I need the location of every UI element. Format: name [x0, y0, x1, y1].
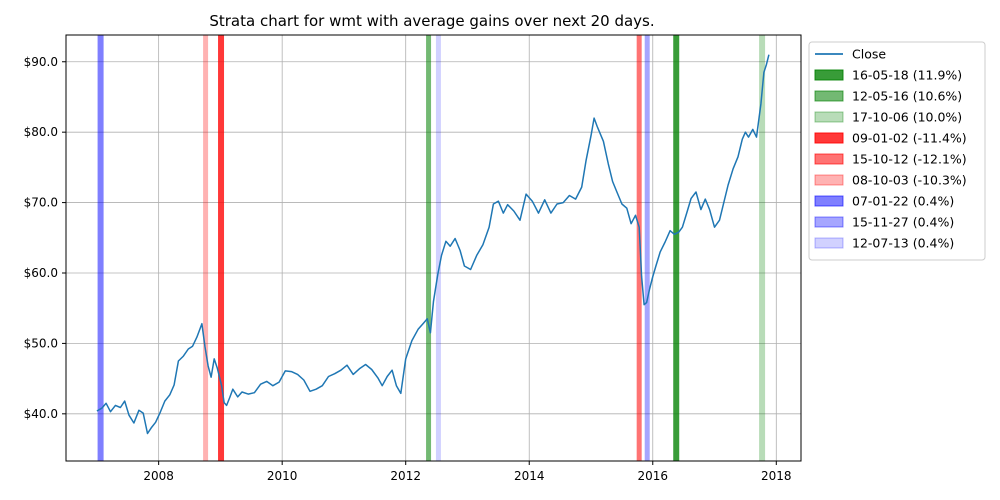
legend-label: Close [852, 47, 886, 62]
legend-label: 17-10-06 (10.0%) [852, 110, 962, 125]
x-tick-label: 2018 [761, 469, 792, 483]
chart-title: Strata chart for wmt with average gains … [209, 12, 654, 30]
y-tick-label: $50.0 [24, 336, 58, 350]
axes: 2008 2010 2012 2014 2016 2018 $40.0 $50.0 $60.0 $… [24, 34, 802, 483]
legend-label: 12-05-16 (10.6%) [852, 89, 962, 104]
strata-band [218, 35, 225, 461]
legend-label: 15-11-27 (0.4%) [852, 215, 954, 230]
x-tick-label: 2008 [143, 469, 174, 483]
legend-label: 16-05-18 (11.9%) [852, 68, 962, 83]
x-tick-label: 2012 [390, 469, 421, 483]
strata-band [97, 35, 104, 461]
strata-band [435, 35, 441, 461]
strata-band [644, 35, 650, 461]
strata-band [759, 35, 766, 461]
y-tick-label: $70.0 [24, 196, 58, 210]
y-tick-label: $60.0 [24, 266, 58, 280]
legend-label: 07-01-22 (0.4%) [852, 194, 954, 209]
legend-patch-swatch [814, 237, 844, 249]
strata-band [636, 35, 642, 461]
strata-band [426, 35, 432, 461]
legend-patch-swatch [814, 90, 844, 102]
plot-frame [65, 34, 802, 462]
legend-patch-swatch [814, 174, 844, 186]
legend-patch-swatch [814, 111, 844, 123]
y-tick-label: $40.0 [24, 407, 58, 421]
x-tick-label: 2014 [514, 469, 545, 483]
legend-patch-swatch [814, 153, 844, 165]
legend-label: 12-07-13 (0.4%) [852, 236, 954, 251]
y-tick-label: $80.0 [24, 125, 58, 139]
legend-patch-swatch [814, 132, 844, 144]
legend-label: 08-10-03 (-10.3%) [852, 173, 967, 188]
strata-band [203, 35, 209, 461]
legend-patch-swatch [814, 195, 844, 207]
close-series-line [96, 54, 770, 435]
legend-box [808, 41, 986, 261]
y-tick-label: $90.0 [24, 55, 58, 69]
strata-band [673, 35, 680, 461]
x-tick-label: 2010 [267, 469, 298, 483]
x-tick-label: 2016 [637, 469, 668, 483]
plot-area [66, 35, 801, 461]
legend-patch-swatch [814, 216, 844, 228]
legend-label: 15-10-12 (-12.1%) [852, 152, 967, 167]
legend-patch-swatch [814, 69, 844, 81]
legend: Close 16-05-18 (11.9%) 12-05-16 (10.6%) 17-… [808, 41, 986, 261]
legend-label: 09-01-02 (-11.4%) [852, 131, 967, 146]
